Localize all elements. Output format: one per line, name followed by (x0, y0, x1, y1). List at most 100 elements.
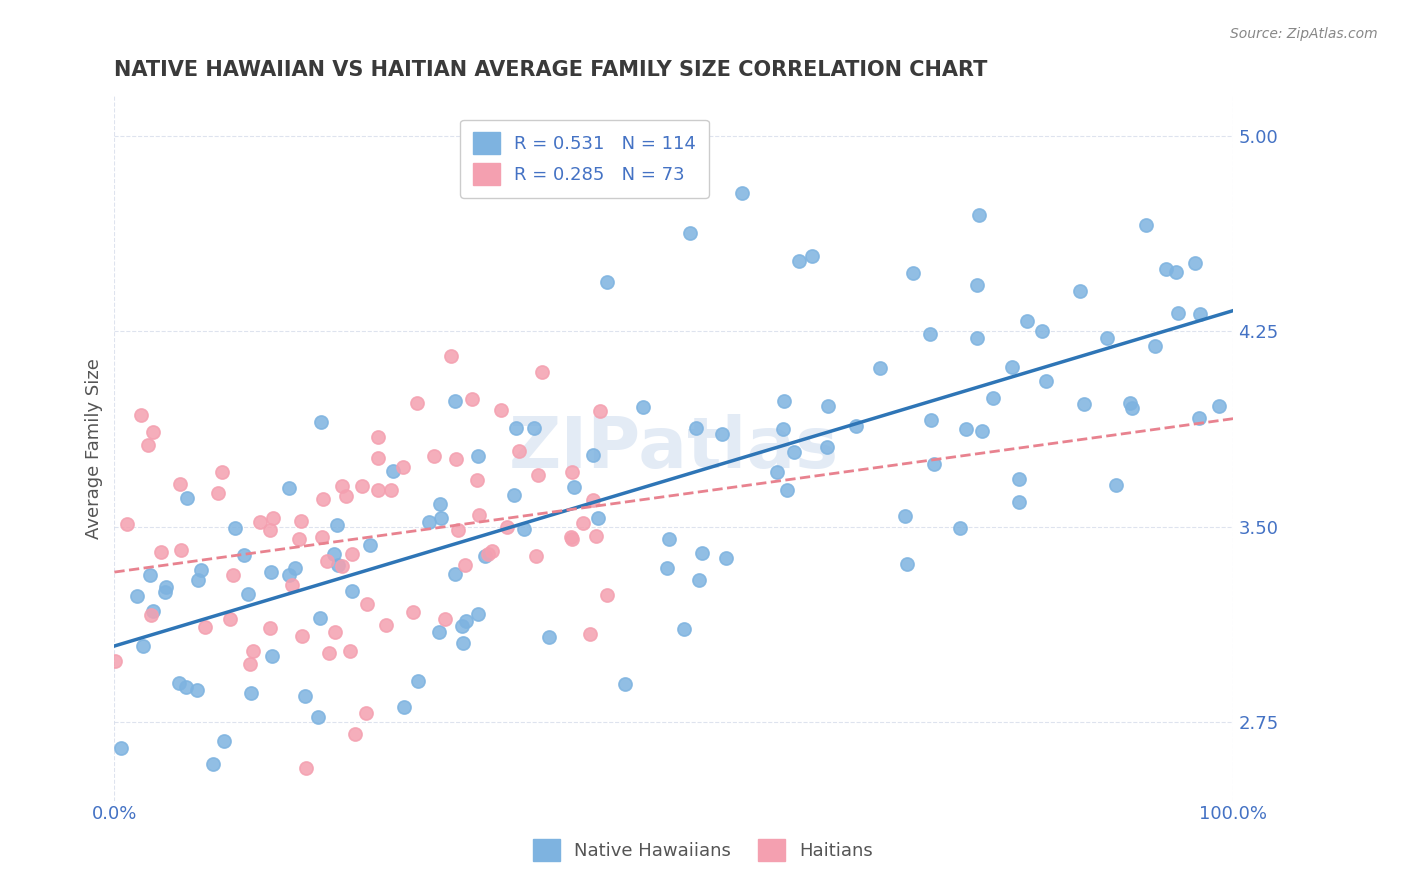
Point (259, 565, 281, 579)
Text: Source: ZipAtlas.com: Source: ZipAtlas.com (1230, 27, 1378, 41)
Point (596, 588, 619, 602)
Point (1015, 314, 1038, 328)
Point (524, 549, 547, 564)
Point (1008, 472, 1031, 486)
Point (451, 619, 474, 633)
Point (572, 516, 595, 530)
Point (309, 415, 332, 429)
Point (382, 465, 405, 479)
Point (446, 451, 468, 466)
Point (240, 686, 263, 700)
Point (132, 639, 155, 653)
Point (318, 646, 340, 660)
Point (350, 478, 373, 492)
Point (1208, 399, 1230, 413)
Point (239, 657, 262, 671)
Point (174, 680, 197, 694)
Point (1188, 411, 1211, 425)
Point (222, 567, 245, 582)
Point (1121, 401, 1143, 416)
Point (690, 546, 713, 560)
Point (530, 365, 553, 379)
Point (776, 483, 799, 497)
Point (176, 491, 198, 506)
Point (815, 441, 838, 455)
Point (966, 277, 988, 292)
Point (772, 422, 794, 436)
Point (981, 391, 1004, 405)
Point (367, 430, 389, 444)
Point (359, 538, 381, 552)
Point (1035, 374, 1057, 388)
Point (290, 514, 312, 528)
Point (127, 589, 149, 603)
Point (340, 583, 363, 598)
Point (278, 567, 301, 582)
Point (1154, 261, 1177, 276)
Point (1073, 397, 1095, 411)
Point (585, 529, 607, 543)
Point (294, 689, 316, 703)
Point (202, 756, 225, 771)
Point (170, 542, 193, 557)
Point (465, 473, 488, 487)
Point (312, 492, 335, 507)
Point (427, 624, 450, 639)
Point (402, 605, 425, 619)
Legend: R = 0.531   N = 114, R = 0.285   N = 73: R = 0.531 N = 114, R = 0.285 N = 73 (460, 120, 709, 198)
Point (467, 607, 489, 622)
Point (440, 349, 463, 363)
Point (522, 421, 544, 435)
Point (1008, 495, 1031, 509)
Point (142, 425, 165, 440)
Point (766, 466, 789, 480)
Point (308, 611, 330, 625)
Point (596, 275, 619, 289)
Point (970, 424, 993, 438)
Point (281, 577, 304, 591)
Point (710, 427, 733, 442)
Point (467, 508, 489, 522)
Point (655, 561, 678, 575)
Point (679, 226, 702, 240)
Point (332, 558, 354, 573)
Point (714, 551, 737, 566)
Point (1143, 339, 1166, 353)
Point (817, 399, 839, 413)
Point (579, 627, 602, 641)
Point (731, 186, 754, 201)
Point (787, 253, 810, 268)
Point (430, 511, 453, 525)
Point (1105, 477, 1128, 491)
Point (259, 621, 281, 635)
Point (589, 404, 612, 418)
Point (1188, 307, 1211, 321)
Point (562, 480, 585, 494)
Point (326, 558, 349, 573)
Point (316, 554, 339, 568)
Point (502, 488, 524, 502)
Point (405, 396, 427, 410)
Point (920, 413, 942, 427)
Point (447, 523, 470, 537)
Point (538, 630, 561, 644)
Point (330, 479, 353, 493)
Point (966, 331, 988, 345)
Point (560, 530, 582, 544)
Point (139, 607, 162, 622)
Point (356, 597, 378, 611)
Point (444, 566, 467, 581)
Point (631, 401, 654, 415)
Point (339, 644, 361, 658)
Point (142, 604, 165, 618)
Point (688, 574, 710, 588)
Point (444, 393, 467, 408)
Point (249, 516, 271, 530)
Point (354, 706, 377, 720)
Point (242, 644, 264, 658)
Point (418, 515, 440, 529)
Point (391, 460, 413, 475)
Point (1167, 306, 1189, 320)
Legend: Native Hawaiians, Haitians: Native Hawaiians, Haitians (520, 827, 886, 874)
Point (238, 587, 260, 601)
